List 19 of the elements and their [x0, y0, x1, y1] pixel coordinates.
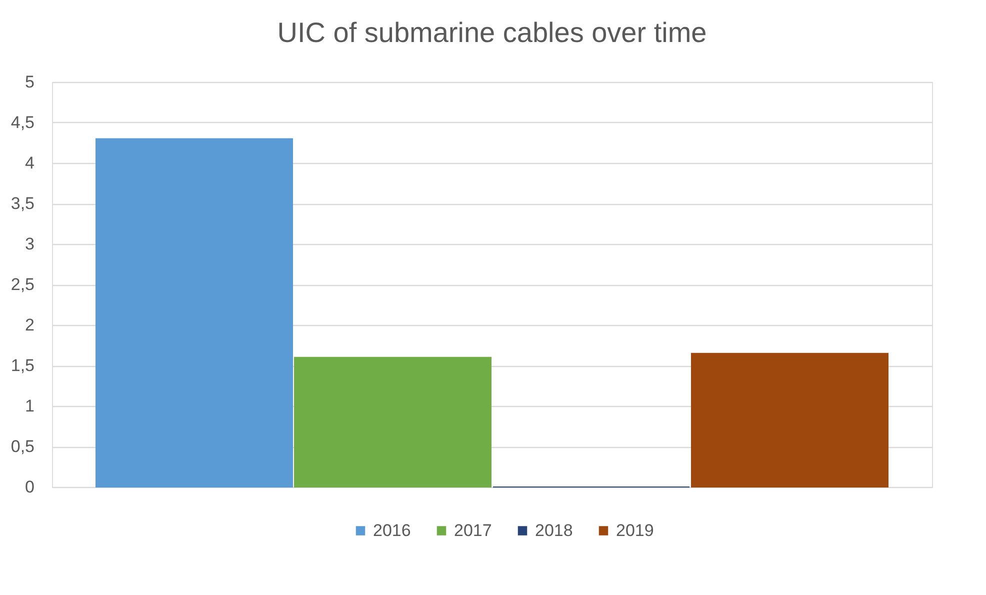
- y-tick-label: 1,5: [10, 356, 34, 375]
- y-tick-label: 2,5: [10, 275, 34, 294]
- y-tick-label: 0: [25, 478, 34, 496]
- chart-title: UIC of submarine cables over time: [277, 17, 707, 48]
- bar: [96, 138, 294, 488]
- y-tick-label: 4,5: [10, 113, 34, 132]
- legend-label: 2017: [454, 520, 492, 540]
- y-tick-label: 1: [25, 396, 34, 416]
- legend-label: 2019: [616, 520, 654, 540]
- y-tick-label: 3,5: [10, 194, 34, 213]
- bar: [690, 352, 888, 488]
- y-tick-label: 5: [25, 72, 34, 92]
- legend-label: 2016: [373, 520, 411, 540]
- legend-label: 2018: [535, 520, 573, 540]
- y-tick-label: 4: [25, 154, 34, 172]
- y-tick-label: 0,5: [10, 437, 34, 456]
- y-tick-label: 3: [25, 234, 34, 254]
- bar: [294, 356, 492, 488]
- y-tick-label: 2: [25, 316, 34, 334]
